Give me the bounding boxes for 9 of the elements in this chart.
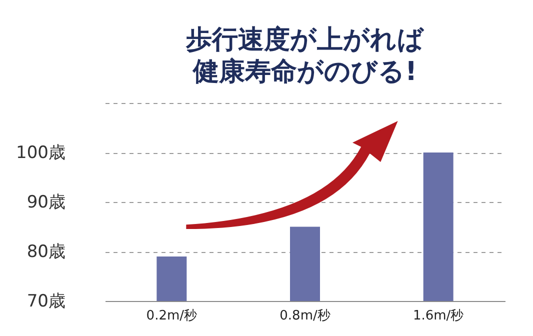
x-tick-label: 0.8m/秒 <box>280 308 330 324</box>
y-tick-label: 100歳 <box>16 143 66 163</box>
y-tick-label: 80歳 <box>26 242 66 262</box>
chart-title: 歩行速度が上がれば <box>185 25 425 55</box>
y-tick-label: 90歳 <box>26 192 66 212</box>
x-tick-label: 0.2m/秒 <box>146 308 198 324</box>
x-tick-label: 1.6m/秒 <box>412 308 464 324</box>
y-tick-label: 70歳 <box>26 292 66 312</box>
chart-subtitle: 健康寿命がのびる! <box>192 57 417 87</box>
